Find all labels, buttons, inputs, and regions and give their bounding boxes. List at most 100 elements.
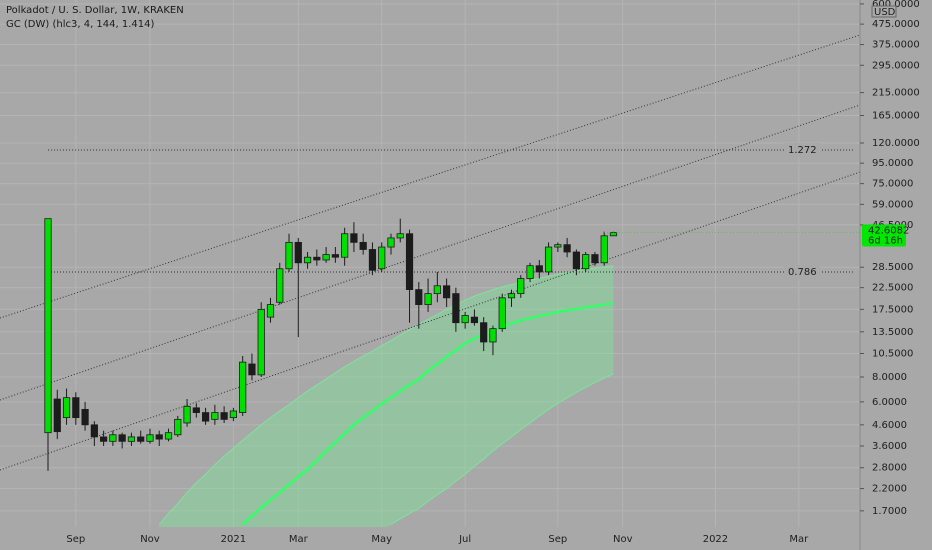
candle-body xyxy=(452,293,460,324)
y-tick-label: 28.5000 xyxy=(872,262,913,273)
candle-body xyxy=(480,322,488,343)
candle-body xyxy=(433,285,441,295)
indicator-band xyxy=(158,265,614,527)
y-tick-label: 10.5000 xyxy=(872,349,913,360)
y-tick-label: 59.0000 xyxy=(872,199,913,210)
candle-body xyxy=(164,432,173,440)
candle-body xyxy=(507,293,516,299)
candle-body xyxy=(201,412,210,422)
candle-body xyxy=(183,405,191,424)
x-tick-label: 2021 xyxy=(221,534,246,545)
level-label: 1.272 xyxy=(788,145,817,156)
x-tick-label: 2022 xyxy=(703,534,728,545)
band-lower xyxy=(390,373,614,526)
candle-body xyxy=(100,436,108,442)
candle-body xyxy=(81,408,89,426)
y-tick-label: 2.2000 xyxy=(872,484,907,495)
indicator-label: GC (DW) (hlc3, 4, 144, 1.414) xyxy=(6,19,155,30)
candles xyxy=(44,218,618,471)
candle-body xyxy=(526,265,534,279)
y-tick-label: 165.0000 xyxy=(872,110,920,121)
x-tick-label: Mar xyxy=(789,534,809,545)
candle-body xyxy=(276,268,284,303)
candle-body xyxy=(220,412,228,420)
y-tick-label: 13.5000 xyxy=(872,327,913,338)
candle-body xyxy=(498,297,506,330)
chart-title: Polkadot / U. S. Dollar, 1W, KRAKEN xyxy=(6,5,184,16)
x-tick-label: Mar xyxy=(289,534,309,545)
candle-body xyxy=(146,434,154,442)
x-tick-label: May xyxy=(371,534,392,545)
y-tick-label: 22.5000 xyxy=(872,283,913,294)
candle-body xyxy=(90,424,98,438)
grid xyxy=(0,0,860,527)
candle-body xyxy=(44,218,52,434)
candle-body xyxy=(239,361,247,413)
y-tick-label: 95.0000 xyxy=(872,158,913,169)
currency-label: USD xyxy=(874,7,896,18)
candle-body xyxy=(341,233,349,258)
candle-body xyxy=(359,241,367,250)
candle-body xyxy=(294,241,302,264)
y-tick-label: 6.0000 xyxy=(872,397,907,408)
candle-body xyxy=(350,233,358,243)
y-tick-label: 2.8000 xyxy=(872,463,907,474)
candle-body xyxy=(535,265,543,273)
y-tick-label: 375.0000 xyxy=(872,40,920,51)
x-tick-label: Sep xyxy=(66,534,85,545)
candle-body xyxy=(313,256,321,261)
y-tick-label: 17.5000 xyxy=(872,304,913,315)
candle-body xyxy=(62,397,71,419)
band-mid xyxy=(241,301,614,526)
candle-body xyxy=(109,434,117,442)
level-label: 0.786 xyxy=(788,267,817,278)
candle-body xyxy=(155,434,163,440)
candle-body xyxy=(461,315,469,324)
candle-body xyxy=(554,244,562,248)
candle-body xyxy=(368,249,377,271)
candle-body xyxy=(285,241,293,270)
candle-body xyxy=(257,308,265,376)
y-tick-label: 475.0000 xyxy=(872,19,920,30)
candle-body xyxy=(470,316,479,324)
candle-body xyxy=(405,233,414,290)
candle-body xyxy=(582,254,590,270)
candle-body xyxy=(118,434,126,442)
candle-body xyxy=(396,233,404,239)
candle-body xyxy=(517,278,525,295)
candle-body xyxy=(127,436,136,442)
candle-body xyxy=(563,244,571,253)
x-tick-label: Nov xyxy=(140,534,160,545)
candle-body xyxy=(229,410,237,419)
y-tick-label: 8.0000 xyxy=(872,372,907,383)
candle-body xyxy=(443,285,451,299)
fib-levels: 1.272 0.786 xyxy=(48,142,855,279)
price-axis: 600.0000 475.0000 375.0000 295.0000 215.0000… xyxy=(604,0,920,550)
trend-line xyxy=(0,34,860,319)
candle-body xyxy=(137,436,145,442)
y-tick-label: 1.7000 xyxy=(872,506,907,517)
x-tick-label: Sep xyxy=(548,534,567,545)
candle-body xyxy=(322,254,330,261)
candle-body xyxy=(248,363,256,376)
candle-body xyxy=(591,254,599,264)
candle-body xyxy=(378,246,386,270)
candle-body xyxy=(424,293,432,305)
band-fill xyxy=(159,265,614,527)
candle-body xyxy=(387,237,395,248)
candle-body xyxy=(266,304,275,318)
candle-body xyxy=(544,246,553,273)
candle-body xyxy=(174,418,182,436)
currency-box xyxy=(871,5,897,18)
candle-body xyxy=(331,254,339,258)
x-tick-label: Jul xyxy=(458,534,471,545)
level-label-bg xyxy=(784,142,820,157)
x-tick-label: Nov xyxy=(613,534,633,545)
y-tick-label: 4.6000 xyxy=(872,420,907,431)
y-tick-label: 75.0000 xyxy=(872,179,913,190)
candle-body xyxy=(489,328,497,343)
candle-body xyxy=(600,235,608,264)
y-tick-label: 215.0000 xyxy=(872,88,920,99)
